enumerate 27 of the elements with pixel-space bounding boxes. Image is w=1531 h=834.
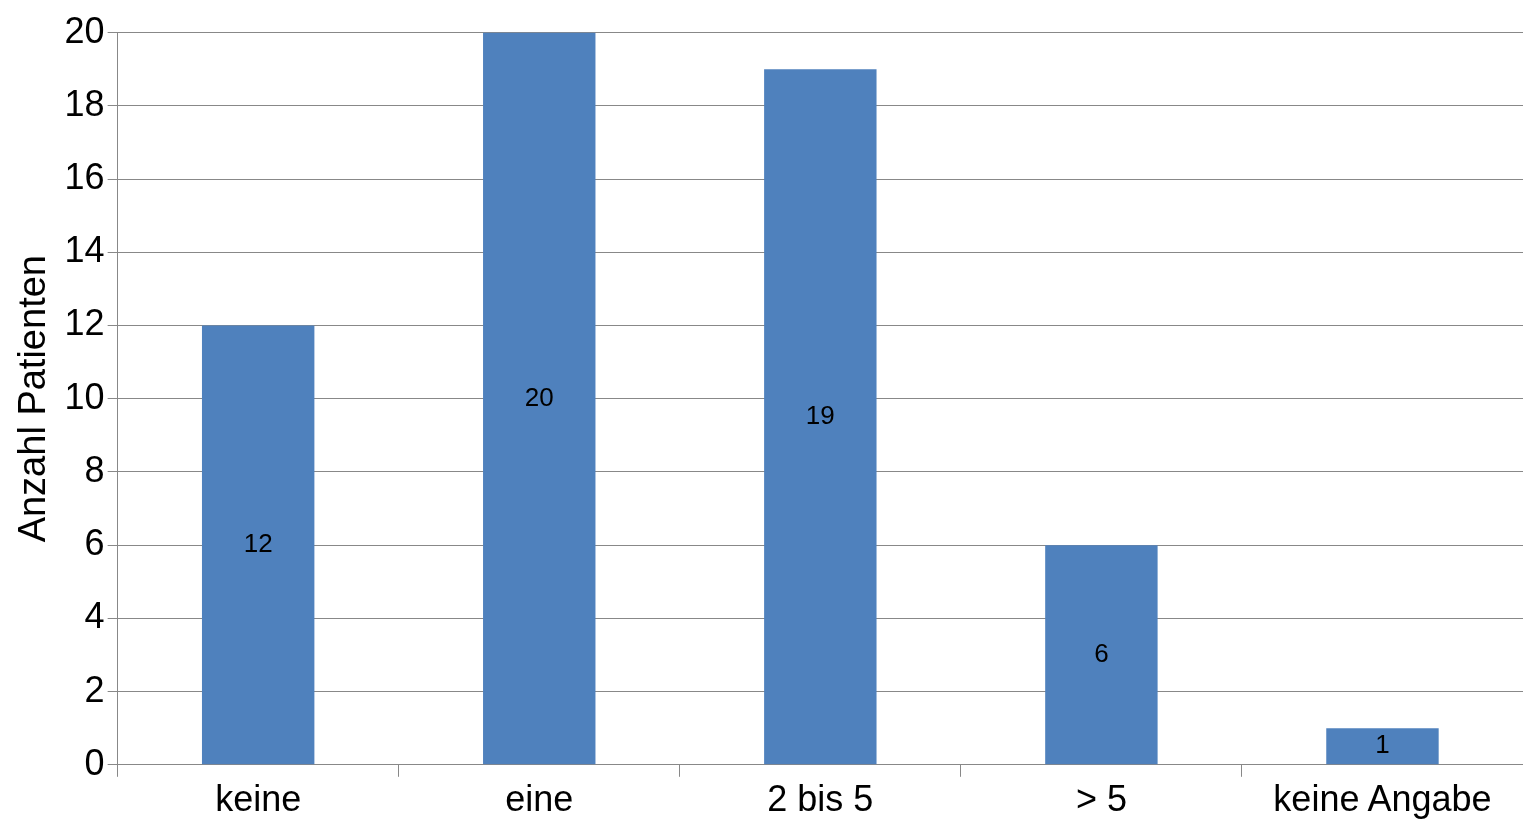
y-tick-label: 16 <box>64 155 105 197</box>
y-tick-label: 18 <box>64 82 105 124</box>
y-tick-label: 20 <box>64 9 105 51</box>
y-tick-label: 14 <box>64 229 105 271</box>
data-label: 19 <box>805 399 835 430</box>
y-tick-label: 6 <box>84 522 105 564</box>
bar <box>1045 545 1158 765</box>
data-label: 1 <box>1375 729 1390 760</box>
data-label: 12 <box>243 528 273 559</box>
data-label: 6 <box>1094 637 1109 668</box>
y-tick-label: 0 <box>84 741 105 783</box>
bar <box>201 325 315 765</box>
data-label: 20 <box>524 381 554 412</box>
bar <box>483 32 596 765</box>
y-tick-label: 8 <box>84 448 105 490</box>
y-tick-label: 2 <box>84 668 105 710</box>
bar <box>764 69 877 765</box>
y-tick-label: 10 <box>64 375 105 417</box>
y-tick-label: 4 <box>84 595 105 637</box>
y-tick-label: 12 <box>64 302 105 344</box>
x-tick-label: > 5 <box>1075 778 1127 820</box>
x-tick-label: eine <box>505 778 574 820</box>
bar <box>1326 728 1439 765</box>
x-tick-label: 2 bis 5 <box>767 778 874 820</box>
y-axis-title: Anzahl Patienten <box>11 255 54 543</box>
x-tick-label: keine Angabe <box>1273 778 1492 820</box>
x-tick-label: keine <box>215 778 302 820</box>
